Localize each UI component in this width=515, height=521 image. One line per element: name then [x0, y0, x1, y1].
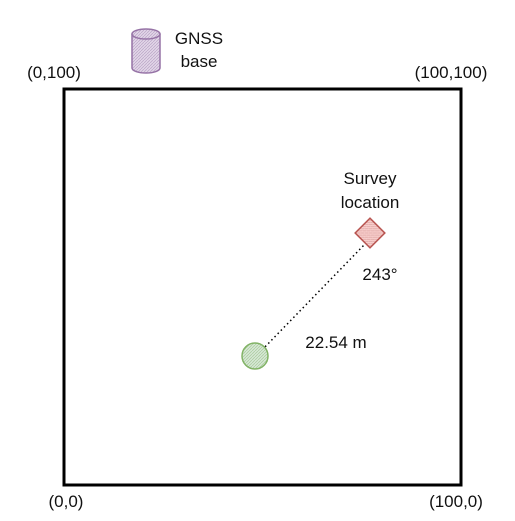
survey-location-label-line1: Survey	[344, 169, 397, 188]
gnss-base-label-line2: base	[181, 52, 218, 71]
circle-icon	[241, 342, 269, 370]
diamond-icon	[354, 217, 386, 249]
corner-label-bottom-right: (100,0)	[429, 492, 483, 511]
cylinder-icon	[131, 28, 161, 74]
gnss-base-label-line1: GNSS	[175, 29, 223, 48]
bearing-label: 243°	[362, 265, 397, 284]
survey-location-label-line2: location	[341, 193, 400, 212]
corner-label-top-left: (0,100)	[27, 63, 81, 82]
corner-label-top-right: (100,100)	[415, 63, 488, 82]
survey-area-boundary	[62, 87, 463, 487]
corner-label-bottom-left: (0,0)	[49, 492, 84, 511]
distance-label: 22.54 m	[305, 333, 366, 352]
